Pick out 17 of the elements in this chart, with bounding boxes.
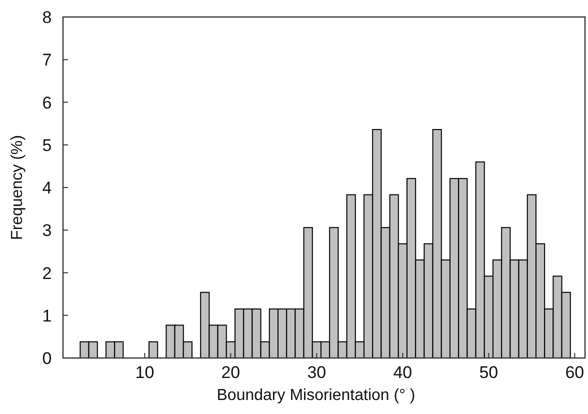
x-tick-label: 20 — [221, 363, 240, 382]
y-tick-label: 6 — [42, 93, 52, 112]
y-axis-title: Frequency (%) — [9, 135, 26, 240]
x-tick-label: 60 — [565, 363, 584, 382]
y-tick-label: 7 — [42, 50, 52, 70]
y-tick-label: 4 — [42, 178, 52, 198]
y-tick-label: 3 — [42, 221, 52, 240]
x-tick-label: 50 — [479, 363, 498, 382]
y-tick-label: 1 — [42, 306, 52, 326]
x-tick-label: 30 — [307, 363, 326, 382]
y-tick-label: 0 — [42, 349, 52, 368]
x-tick-label: 40 — [393, 363, 412, 382]
y-tick-label: 5 — [42, 136, 52, 155]
y-tick-label: 8 — [42, 8, 52, 27]
x-tick-label: 10 — [135, 363, 154, 382]
y-tick-label: 2 — [42, 264, 52, 283]
x-axis-title: Boundary Misorientation (° ) — [216, 387, 416, 404]
